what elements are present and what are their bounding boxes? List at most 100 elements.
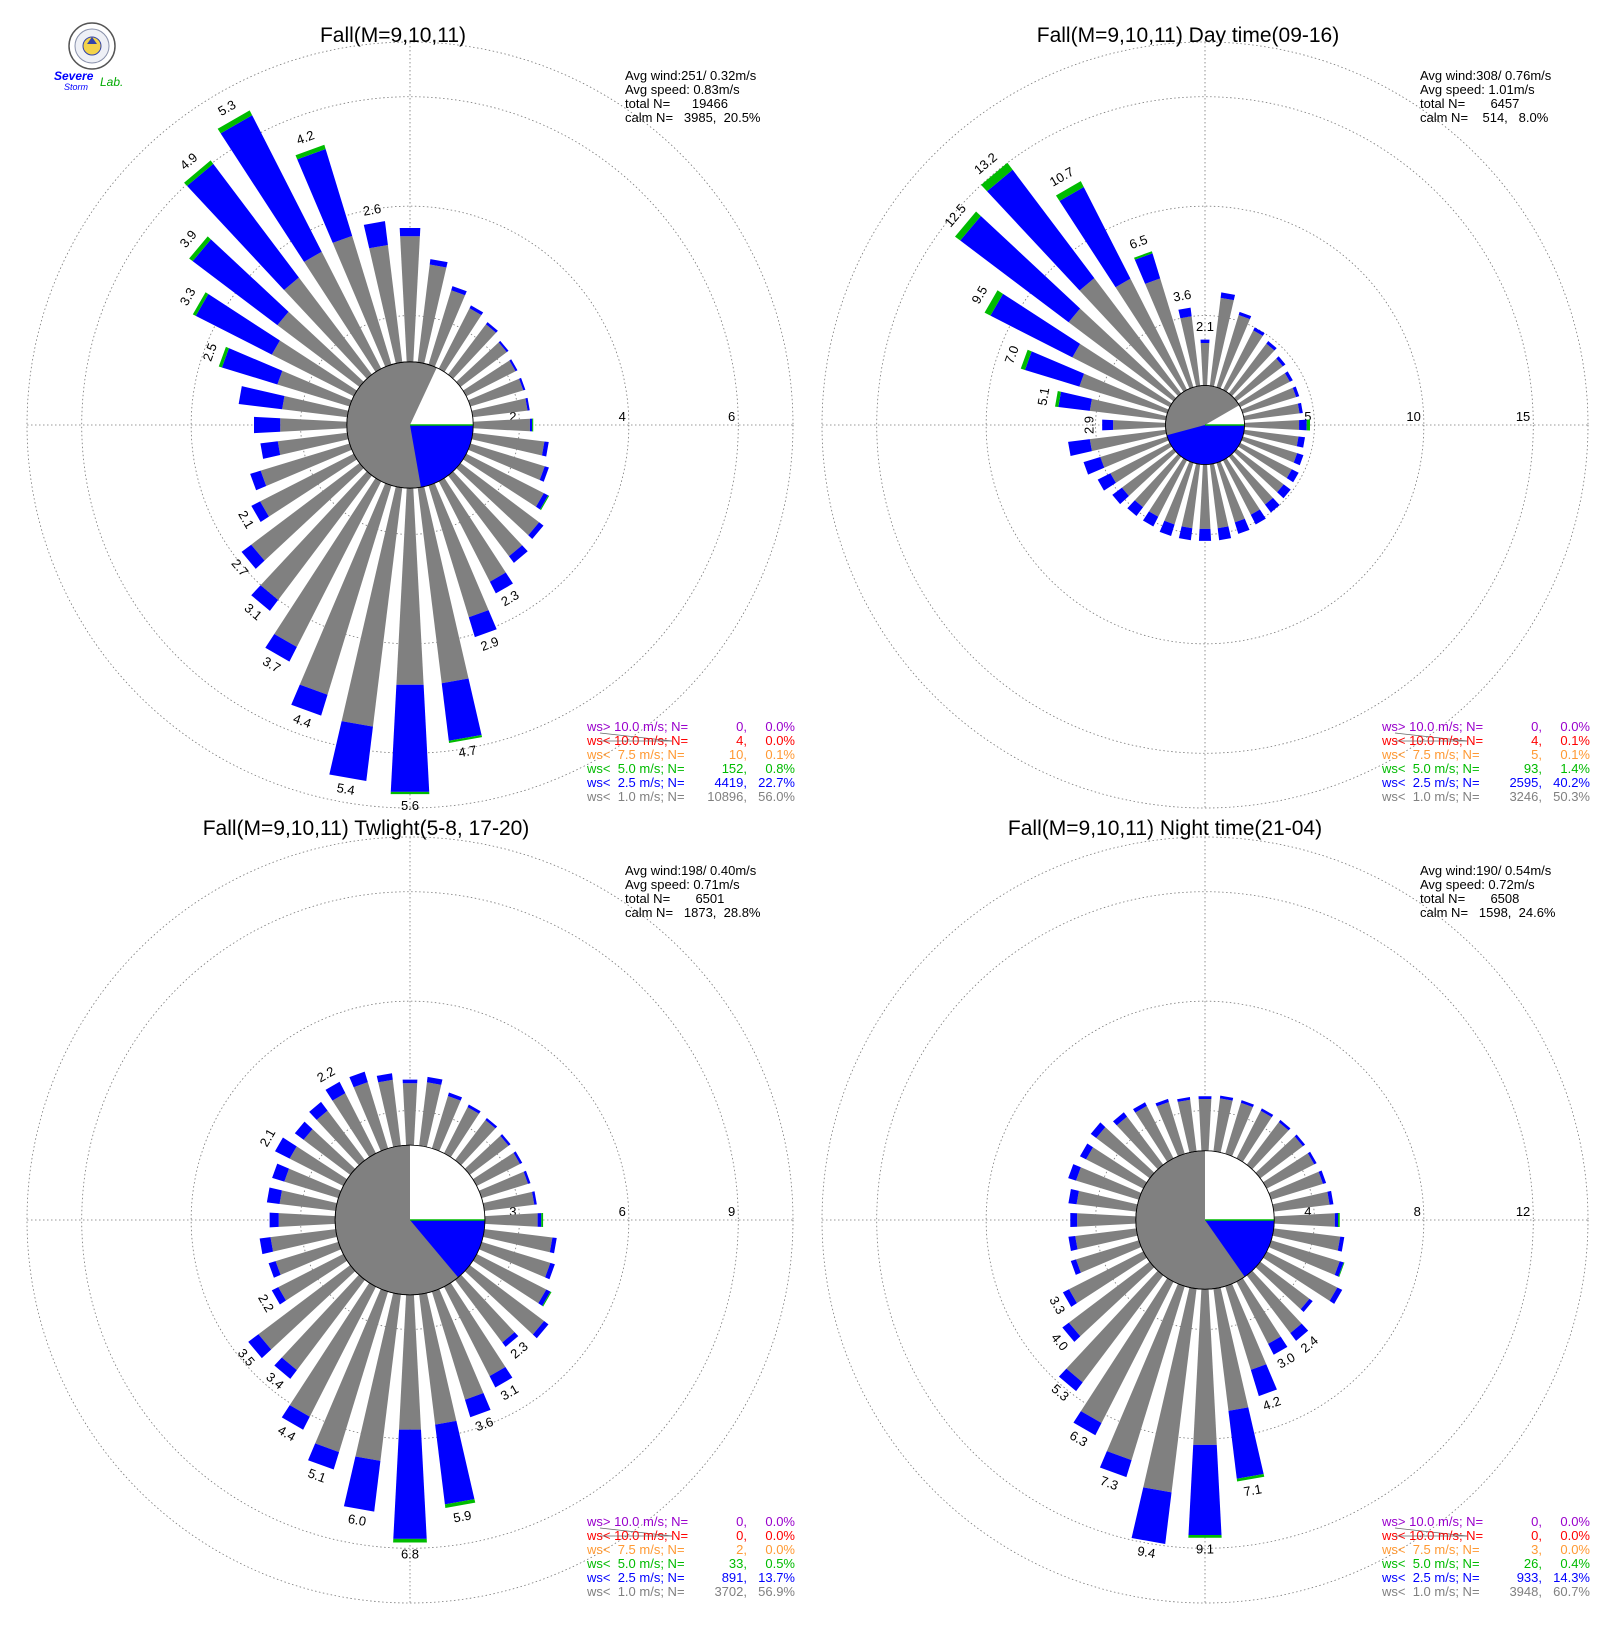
stats-line: total N= 6501 (625, 891, 724, 906)
wind-bar-segment (1055, 391, 1061, 407)
stats-line: Avg wind:198/ 0.40m/s (625, 863, 757, 878)
wind-bar-10 (417, 259, 448, 364)
wind-bar-170 (1213, 1287, 1265, 1482)
stats-line: Avg wind:190/ 0.54m/s (1420, 863, 1552, 878)
wind-bar-segment (1219, 1095, 1234, 1101)
bar-value-label: 4.2 (1261, 1393, 1283, 1413)
wind-bar-segment (402, 1083, 418, 1146)
wind-bar-360 (1200, 339, 1210, 386)
wind-bar-segment (485, 322, 498, 333)
stats-line: total N= 19466 (625, 96, 728, 111)
wind-bar-50 (1255, 1134, 1306, 1179)
wind-bar-segment (1079, 1143, 1094, 1160)
wind-bar-220 (1058, 1270, 1164, 1392)
wind-bar-290 (218, 346, 352, 407)
wind-bar-segment (1180, 316, 1201, 387)
wind-bar-50 (464, 1134, 511, 1175)
legend-count: 3948, (1509, 1584, 1542, 1599)
wind-bar-segment (343, 1456, 381, 1512)
bar-value-label: 4.9 (177, 150, 200, 173)
wind-bar-segment (393, 1538, 427, 1543)
legend-strike (599, 1527, 673, 1537)
wind-bar-segment (1318, 1170, 1327, 1184)
wind-bar-segment (468, 443, 545, 481)
wind-bar-segment (1263, 1251, 1338, 1301)
wind-bar-segment (1131, 1487, 1172, 1544)
wind-bar-segment (1286, 469, 1299, 483)
legend-label: ws< 1.0 m/s; N= (586, 1584, 685, 1599)
bar-value-label: 6.5 (1127, 232, 1149, 252)
wind-bar-190 (1178, 463, 1201, 541)
wind-bar-segment (1238, 311, 1252, 320)
wind-bar-segment (482, 1229, 553, 1253)
wind-bar-segment (1216, 315, 1250, 389)
wind-bar-segment (467, 1104, 481, 1114)
wind-bar-segment (538, 1289, 551, 1306)
wind-bar-270 (1070, 1212, 1136, 1228)
legend-label: ws< 5.0 m/s; N= (586, 761, 685, 776)
wind-bar-segment (1241, 387, 1297, 414)
wind-bar-segment (1238, 373, 1290, 408)
wind-bar-170 (1209, 463, 1232, 541)
legend-percent: 0.1% (765, 747, 795, 762)
wind-bar-segment (390, 791, 430, 795)
wind-bar-segment (1236, 1474, 1265, 1482)
wind-bar-segment (390, 684, 430, 792)
wind-bar-segment (1260, 1108, 1274, 1118)
wind-bar-segment (444, 1282, 506, 1377)
wind-bar-segment (1075, 1228, 1138, 1250)
wind-bar-50 (1233, 356, 1286, 402)
wind-bar-segment (294, 1121, 313, 1140)
wind-bar-segment (482, 1191, 535, 1211)
wind-bar-segment (1307, 1151, 1317, 1165)
wind-bar-segment (1228, 453, 1273, 505)
wind-bar-240 (271, 1254, 348, 1305)
wind-bar-segment (1294, 1134, 1306, 1147)
legend-percent: 0.0% (765, 1514, 795, 1529)
wind-bar-110 (1241, 436, 1304, 466)
wind-bar-segment (431, 1096, 461, 1152)
wind-bar-segment (277, 370, 352, 407)
wind-bar-segment (1222, 458, 1260, 515)
wind-rose-panel-3: 3 6 92.22.12.23.53.44.45.16.06.85.93.63.12… (26, 817, 795, 1604)
wind-bar-330 (1133, 1102, 1174, 1162)
wind-bar-segment (275, 1137, 297, 1159)
legend-count: 0, (736, 1514, 747, 1529)
legend-percent: 0.4% (1560, 1556, 1590, 1571)
wind-bar-20 (431, 1092, 463, 1152)
wind-bar-150 (444, 1282, 513, 1388)
wind-bar-340 (1133, 251, 1194, 389)
wind-bar-segment (1178, 307, 1192, 319)
wind-bar-segment (1337, 1236, 1345, 1252)
wind-bar-segment (363, 221, 388, 249)
wind-bar-230 (1112, 448, 1177, 505)
wind-bar-segment (464, 1265, 545, 1335)
bar-value-label: 2.5 (200, 341, 220, 363)
wind-bar-segment (284, 1168, 342, 1199)
wind-bar-segment (981, 162, 1013, 192)
panel-title: Fall(M=9,10,11) Day time(09-16) (1037, 24, 1339, 47)
calm-blue-sector (410, 1220, 485, 1278)
wind-bar-110 (468, 443, 549, 482)
wind-bar-250 (1083, 436, 1169, 475)
wind-bar-segment (260, 443, 352, 487)
wind-bar-310 (294, 1121, 356, 1175)
wind-bar-segment (456, 463, 540, 536)
wind-bar-120 (462, 453, 550, 511)
wind-bar-segment (281, 1405, 310, 1430)
wind-bar-segment (289, 1146, 348, 1186)
wind-bar-segment (1142, 511, 1159, 527)
wind-bar-segment (1268, 1240, 1340, 1276)
wind-bar-140 (1228, 453, 1280, 513)
stats-line: Avg wind:251/ 0.32m/s (625, 68, 757, 83)
grid-circle (81, 96, 739, 754)
wind-bar-120 (1238, 442, 1299, 483)
wind-bar-segment (469, 305, 484, 316)
wind-bar-segment (1297, 402, 1303, 414)
wind-bar-segment (500, 1134, 511, 1146)
legend-label: ws< 2.5 m/s; N= (1381, 775, 1480, 790)
wind-bar-10 (1213, 1095, 1234, 1153)
wind-bar-segment (1255, 1136, 1303, 1179)
wind-bar-segment (984, 290, 1004, 316)
bar-value-label: 2.6 (362, 201, 382, 219)
